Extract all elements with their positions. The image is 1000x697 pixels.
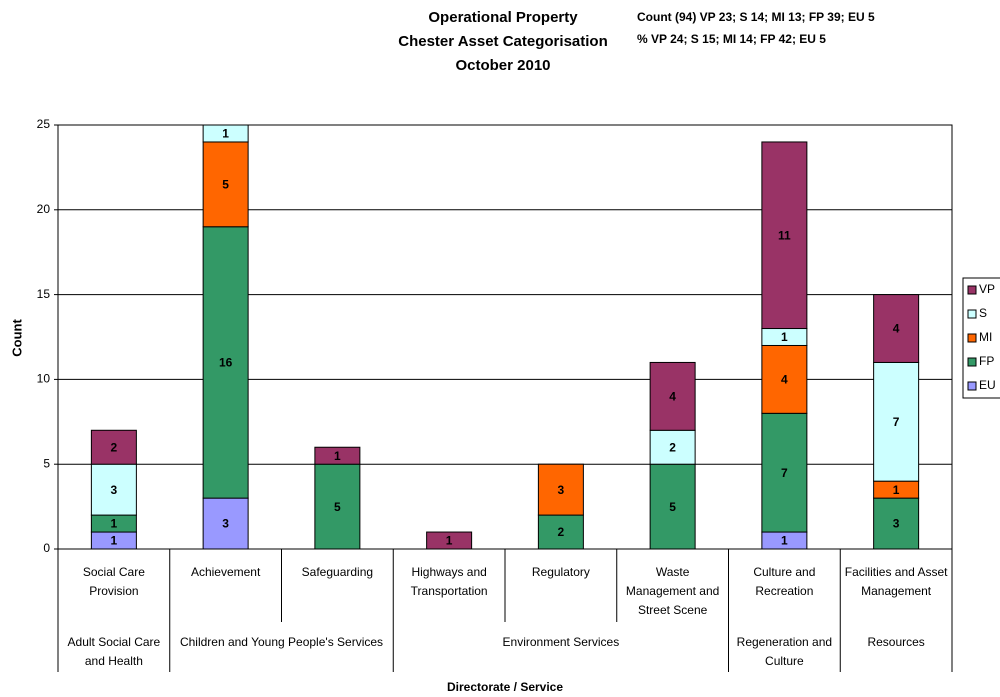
x-axis-label: Directorate / Service [447,680,563,694]
data-label: 1 [111,517,118,531]
bar-segment [649,463,696,550]
legend-swatch [967,309,977,319]
data-label: 1 [111,534,118,548]
annotation: % VP 24; S 15; MI 14; FP 42; EU 5 [637,32,826,46]
legend-label: VP [979,282,995,296]
bar-segment [873,294,920,363]
legend-swatch [967,357,977,367]
data-label: 3 [893,517,900,531]
y-axis-label: Count [9,319,24,357]
x-tick-label: Facilities and Asset Management [844,565,948,598]
chart-title: October 2010 [455,57,550,74]
legend-swatch [967,333,977,343]
data-label: 3 [222,517,229,531]
chart-title: Chester Asset Categorisation [398,33,608,50]
legend-label: S [979,306,987,320]
group-label: Adult Social Care and Health [67,635,161,668]
bar-segment [761,141,808,330]
chart-title: Operational Property [428,9,578,26]
bar-segment [202,226,249,499]
bar-segment [90,429,137,465]
bar-segment [314,446,361,465]
data-label: 1 [334,449,341,463]
annotation: Count (94) VP 23; S 14; MI 13; FP 39; EU… [637,10,875,24]
y-tick-label: 20 [37,202,51,216]
data-label: 4 [781,373,788,387]
data-label: 4 [669,390,676,404]
legend-label: MI [979,330,992,344]
bar-segment [649,361,696,431]
data-label: 1 [222,127,229,141]
x-tick-label: Social Care Provision [82,565,145,598]
group-label: Resources [867,635,925,649]
x-tick-label: Achievement [190,565,261,579]
data-label: 5 [222,178,229,192]
data-label: 2 [669,440,676,454]
data-label: 2 [111,440,118,454]
legend-label: EU [979,378,996,392]
bar-segment [537,463,584,516]
y-tick-label: 15 [37,287,51,301]
y-tick-label: 10 [37,372,51,386]
data-label: 3 [111,483,118,497]
bar-segment [202,141,249,228]
data-label: 11 [778,228,791,242]
bar-segment [314,463,361,550]
bar-segment [202,124,249,143]
x-tick-label: Highways and Transportation [410,565,488,598]
group-label: Children and Young People's Services [179,635,384,649]
bar-segment [873,361,920,482]
x-tick-label: Regulatory [531,565,590,579]
x-tick-label: Culture and Recreation [753,565,816,598]
bar-segment [873,497,920,550]
data-label: 2 [558,525,565,539]
data-label: 5 [669,500,676,514]
group-label: Regeneration and Culture [736,635,833,668]
data-label: 7 [781,466,788,480]
data-label: 1 [893,483,900,497]
x-tick-label: Safeguarding [301,565,374,579]
legend-swatch [967,381,977,391]
y-tick-label: 25 [37,117,51,131]
y-tick-label: 5 [43,456,50,470]
legend-label: FP [979,354,994,368]
y-tick-label: 0 [43,541,50,555]
data-label: 1 [781,534,788,548]
x-tick-label: Waste Management and Street Scene [625,565,720,617]
bar-segment [537,514,584,550]
data-label: 7 [893,415,900,429]
data-label: 1 [781,330,788,344]
data-label: 5 [334,500,341,514]
data-label: 16 [219,356,233,370]
data-label: 3 [558,483,565,497]
plot-border [57,124,953,550]
bar-segment [426,531,473,550]
bar-segment [90,463,137,516]
data-label: 1 [446,534,453,548]
legend-swatch [967,285,977,295]
group-label: Environment Services [502,635,620,649]
data-label: 4 [893,322,900,336]
